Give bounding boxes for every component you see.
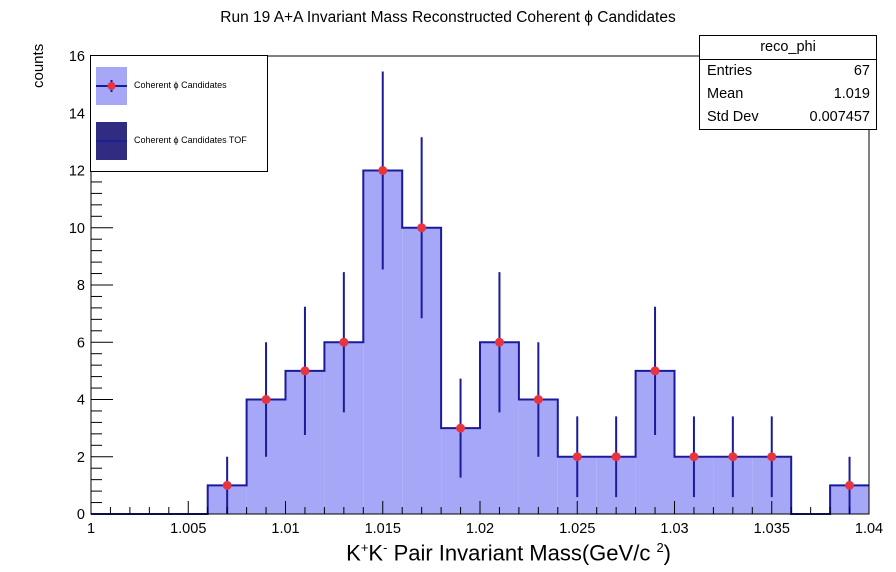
x-tick-label: 1.035: [754, 521, 790, 537]
data-point: [650, 366, 660, 376]
y-tick-label: 16: [69, 49, 85, 65]
data-point: [417, 223, 427, 233]
stats-mean-label: Mean: [707, 86, 744, 102]
stats-title: reco_phi: [700, 36, 876, 60]
y-axis-label: counts: [30, 43, 47, 88]
x-tick-label: 1.025: [559, 521, 595, 537]
y-tick-label: 10: [69, 221, 85, 237]
x-tick-label: 1.04: [855, 521, 883, 537]
legend-swatch-candidates-tof: [96, 122, 127, 160]
data-point: [845, 480, 855, 490]
data-point: [767, 452, 777, 462]
x-axis-label-k2: K: [368, 540, 384, 566]
y-tick-label: 4: [77, 393, 85, 409]
data-point: [494, 337, 504, 347]
y-tick-label: 0: [77, 507, 85, 523]
data-point: [689, 452, 699, 462]
y-tick-label: 2: [77, 450, 85, 466]
data-point: [261, 395, 271, 404]
data-point: [533, 395, 543, 404]
legend-label-candidates: Coherent ϕ Candidates: [134, 80, 227, 90]
legend-entry-candidates: Coherent ϕ Candidates: [91, 59, 267, 115]
stats-mean-value: 1.019: [833, 86, 870, 102]
stats-row-mean: Mean 1.019: [700, 83, 876, 106]
y-tick-label: 8: [77, 278, 85, 294]
chart-title: Run 19 A+A Invariant Mass Reconstructed …: [220, 9, 676, 26]
data-point: [300, 366, 310, 376]
stats-entries-value: 67: [853, 63, 870, 79]
x-tick-label: 1: [87, 521, 95, 537]
legend-label-candidates-tof: Coherent ϕ Candidates TOF: [134, 135, 247, 145]
x-axis-label-text: Pair Invariant Mass(GeV/c: [387, 540, 657, 566]
stats-row-entries: Entries 67: [700, 60, 876, 83]
data-point: [572, 452, 582, 462]
stats-stddev-label: Std Dev: [707, 109, 759, 125]
x-axis-label-close: ): [663, 540, 671, 566]
x-tick-label: 1.01: [271, 521, 299, 537]
data-point: [339, 337, 349, 347]
histogram-outline: [91, 169, 869, 515]
legend-swatch-candidates: [96, 67, 127, 105]
x-axis-label-exp: 2: [656, 540, 664, 555]
legend: Coherent ϕ Candidates Coherent ϕ Candida…: [90, 55, 268, 172]
stats-stddev-value: 0.007457: [809, 109, 870, 125]
x-tick-label: 1.03: [660, 521, 688, 537]
y-tick-label: 14: [69, 106, 85, 122]
x-axis-label-minus: -: [383, 540, 388, 555]
x-tick-label: 1.005: [170, 521, 206, 537]
x-tick-label: 1.02: [466, 521, 494, 537]
data-point: [456, 423, 466, 433]
x-axis-label-k1: K: [346, 540, 361, 566]
x-axis-label-plus: +: [360, 540, 369, 555]
data-point: [222, 480, 232, 490]
data-point: [728, 452, 738, 462]
stats-row-stddev: Std Dev 0.007457: [700, 106, 876, 129]
x-tick-label: 1.015: [365, 521, 401, 537]
legend-entry-candidates-tof: Coherent ϕ Candidates TOF: [91, 116, 267, 172]
y-tick-label: 12: [69, 164, 85, 180]
data-point: [378, 166, 388, 175]
stats-entries-label: Entries: [707, 63, 753, 79]
x-axis-label: K+K- Pair Invariant Mass(GeV/c 2): [346, 540, 671, 566]
y-tick-label: 6: [77, 335, 85, 351]
data-point: [611, 452, 621, 462]
stats-box: reco_phi Entries 67 Mean 1.019 Std Dev 0…: [699, 35, 877, 130]
